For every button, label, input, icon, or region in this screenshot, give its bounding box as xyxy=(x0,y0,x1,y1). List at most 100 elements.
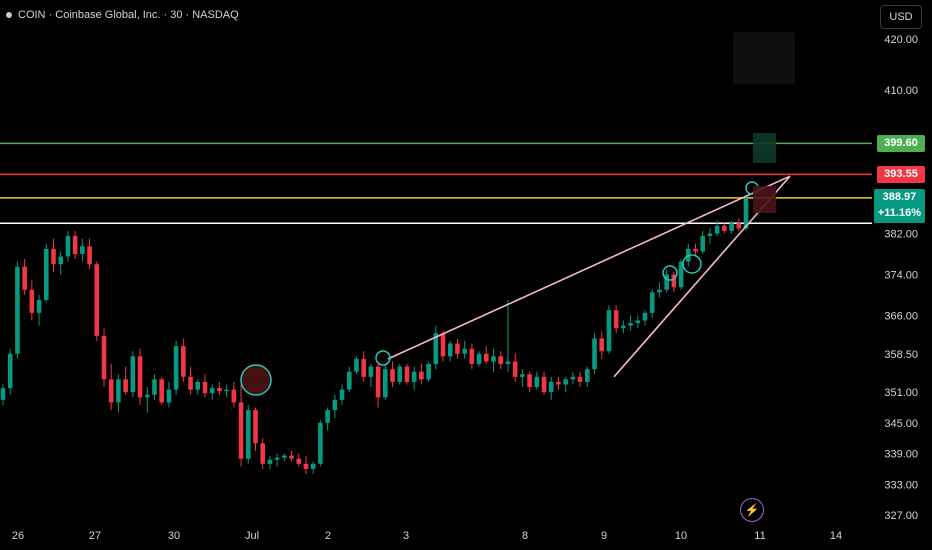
candle-body xyxy=(289,455,294,459)
candle-body xyxy=(260,443,265,464)
candle-body xyxy=(621,325,626,329)
candle xyxy=(58,251,64,275)
candle-body xyxy=(116,379,121,403)
candle-body xyxy=(195,381,201,390)
candle-body xyxy=(469,348,475,365)
candle xyxy=(22,259,27,295)
y-tick-label: 366.00 xyxy=(884,310,918,322)
highlight-circle xyxy=(375,350,391,366)
candle-body xyxy=(209,388,215,394)
candle xyxy=(714,220,720,237)
candle-body xyxy=(310,463,316,469)
stop-box xyxy=(753,186,776,213)
candle xyxy=(577,371,583,388)
candle xyxy=(137,348,143,405)
candle xyxy=(736,218,742,231)
candle-body xyxy=(505,361,511,365)
highlight-circle xyxy=(682,254,702,274)
candle xyxy=(267,456,273,469)
candle-body xyxy=(202,381,208,394)
candle xyxy=(65,230,71,262)
x-tick-label: 8 xyxy=(522,530,528,542)
x-tick-label: 30 xyxy=(168,530,180,542)
candle xyxy=(657,282,662,298)
candle-body xyxy=(80,246,85,254)
candle xyxy=(166,381,172,408)
candle xyxy=(397,364,403,385)
candle xyxy=(476,351,482,367)
candle xyxy=(346,366,352,393)
lightning-icon[interactable]: ⚡ xyxy=(740,498,764,522)
candle-body xyxy=(649,292,655,313)
candle-body xyxy=(325,410,330,423)
candle-body xyxy=(657,289,662,293)
candle xyxy=(217,381,222,395)
candle xyxy=(332,394,338,418)
candle-body xyxy=(87,246,92,265)
candle-body xyxy=(181,346,186,377)
candle xyxy=(159,376,164,405)
candle-body xyxy=(707,233,713,237)
price-tag-change: +11.16% xyxy=(877,206,921,219)
candle xyxy=(491,348,496,372)
candle-body xyxy=(736,223,742,229)
x-axis-ticks: 26 27 30 Jul 2 3 8 9 10 11 14 xyxy=(12,530,842,542)
status-dot-icon xyxy=(6,12,12,18)
candle-body xyxy=(447,343,453,357)
candle xyxy=(592,333,597,375)
candle xyxy=(484,346,489,365)
y-axis-ticks: 420.00 410.00 382.00 374.00 366.00 358.50 351.… xyxy=(884,34,918,522)
candle xyxy=(664,269,669,293)
candle-body xyxy=(282,455,287,458)
candle xyxy=(541,371,547,395)
candle xyxy=(505,300,511,372)
candle xyxy=(289,451,294,462)
candle-body xyxy=(346,371,352,390)
candle-body xyxy=(332,399,338,411)
candle xyxy=(606,305,612,354)
candle xyxy=(729,220,734,234)
candle-body xyxy=(729,223,734,231)
candles xyxy=(0,195,749,475)
candle xyxy=(700,230,706,254)
candle-body xyxy=(58,256,64,265)
candle-body xyxy=(512,361,518,377)
candle xyxy=(51,238,56,272)
candle-body xyxy=(671,274,677,288)
symbol-header: COIN · Coinbase Global, Inc. · 30 · NASD… xyxy=(6,9,239,21)
price-tag-393.55: 393.55 xyxy=(877,165,925,183)
y-tick-label: 382.00 xyxy=(884,228,918,240)
candle-body xyxy=(51,248,56,265)
candle-body xyxy=(397,366,403,382)
candle-body xyxy=(36,300,42,313)
candle xyxy=(188,366,193,395)
candle-body xyxy=(484,353,489,362)
currency-button[interactable]: USD xyxy=(880,5,922,29)
x-tick-label: 27 xyxy=(89,530,101,542)
candle-body xyxy=(635,320,641,324)
x-tick-label: 10 xyxy=(675,530,687,542)
candle-body xyxy=(527,374,532,388)
y-tick-label: 410.00 xyxy=(884,85,918,97)
candle-body xyxy=(411,371,417,382)
candle xyxy=(310,461,316,475)
candle-body xyxy=(123,379,128,393)
candle-body xyxy=(585,369,590,382)
candle-body xyxy=(231,389,237,403)
candle-body xyxy=(628,323,633,326)
candle xyxy=(585,366,590,388)
candle-body xyxy=(577,376,583,382)
candle xyxy=(722,223,727,234)
candle xyxy=(440,330,446,362)
candle xyxy=(520,369,525,388)
candle xyxy=(0,384,6,405)
candle-body xyxy=(383,369,388,398)
candle xyxy=(613,305,619,334)
candle-body xyxy=(455,343,460,354)
candle-body xyxy=(29,289,35,313)
candle xyxy=(628,315,633,331)
candle xyxy=(282,453,287,462)
candle xyxy=(556,376,561,390)
candle xyxy=(173,340,179,395)
